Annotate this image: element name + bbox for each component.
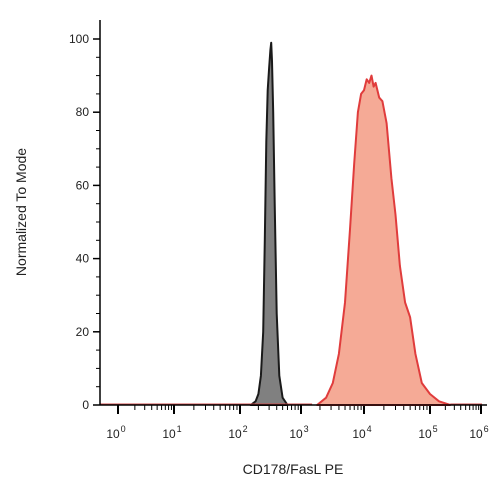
y-tick-label: 100 [69,32,89,46]
y-axis-title: Normalized To Mode [13,148,29,276]
y-axis-ticks: 0 20 40 60 80 100 [69,32,100,412]
x-tick-label: 102 [228,424,247,441]
y-tick-label: 0 [82,398,89,412]
x-tick-label: 105 [418,424,437,441]
histogram-series-layer [100,41,482,406]
histogram-control-series [249,41,289,406]
x-tick-label: 101 [162,424,181,441]
y-tick-label: 60 [76,178,90,192]
x-tick-label: 106 [469,424,488,441]
y-tick-label: 40 [76,252,90,266]
x-axis-ticks: 100 101 102 103 104 105 106 [106,405,489,441]
y-tick-label: 80 [76,105,90,119]
x-axis-title: CD178/FasL PE [243,461,344,477]
x-tick-label: 103 [289,424,308,441]
x-tick-label: 100 [106,424,125,441]
y-tick-label: 20 [76,325,90,339]
histogram-stained-series [316,74,452,406]
x-tick-label: 104 [352,424,371,441]
